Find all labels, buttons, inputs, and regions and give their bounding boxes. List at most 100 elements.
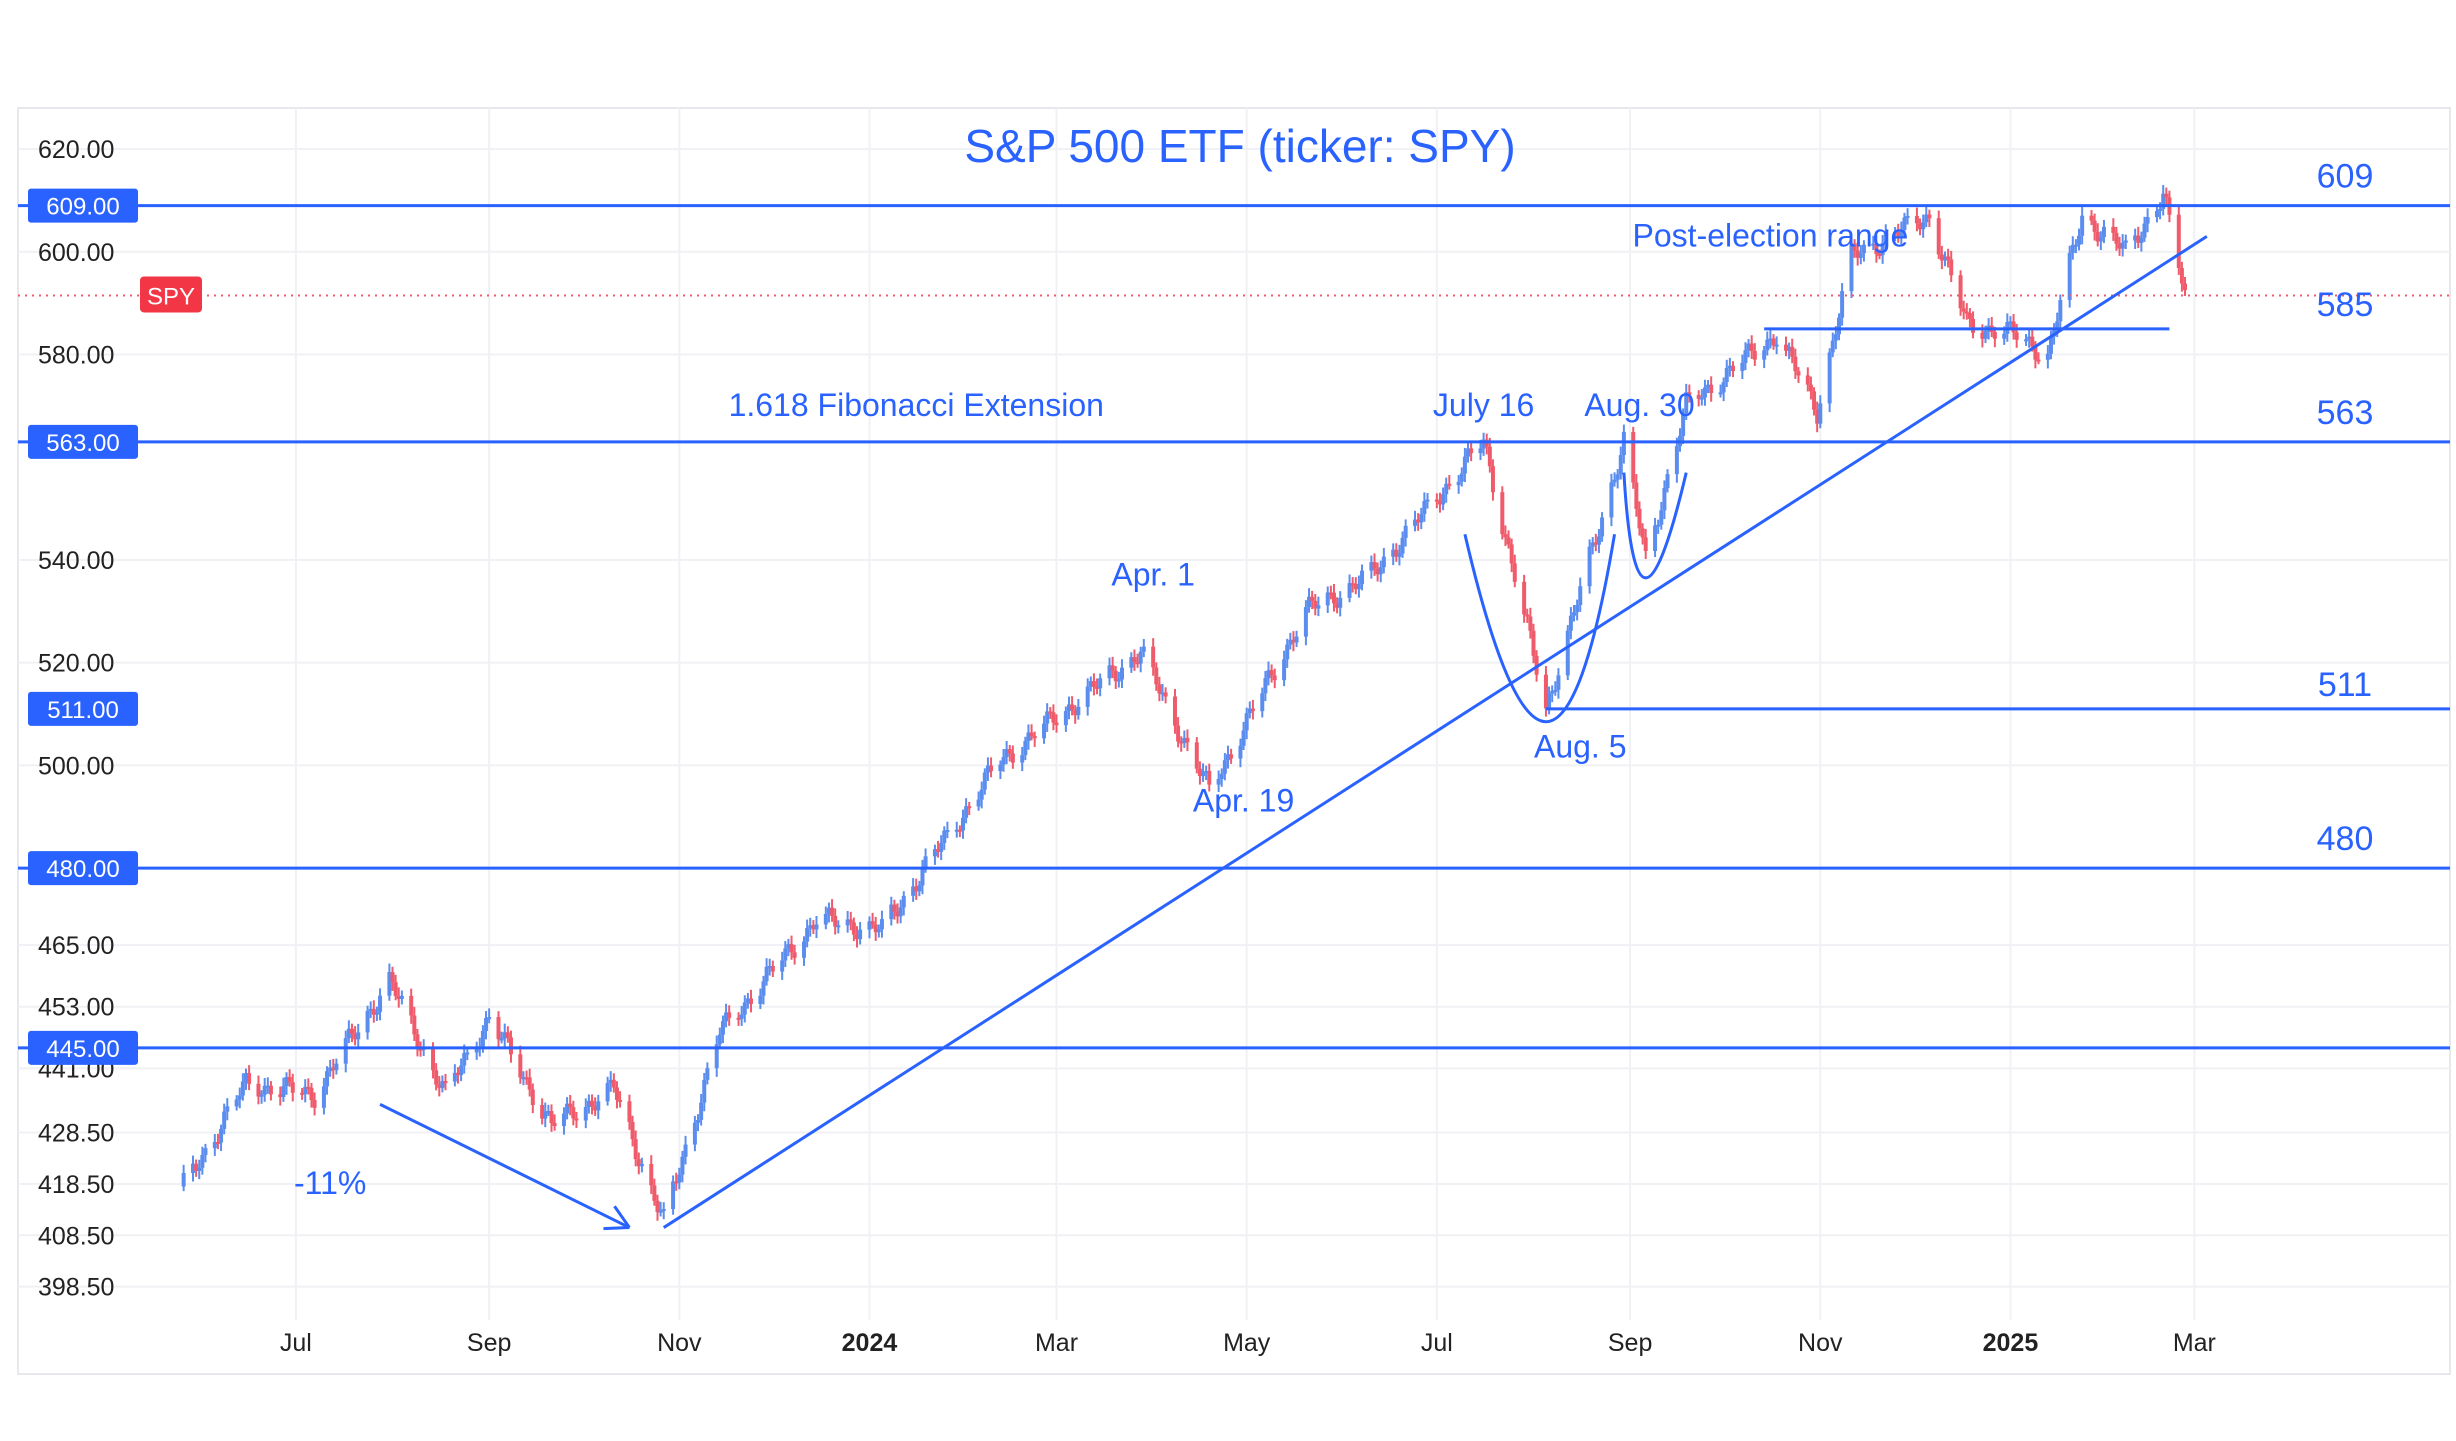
candle-body <box>1129 657 1134 668</box>
candle-body <box>1665 474 1670 489</box>
candle-body <box>1612 479 1617 483</box>
candle-body <box>1896 231 1901 237</box>
candle-body <box>440 1081 445 1088</box>
candle-body <box>1964 311 1969 314</box>
candle-body <box>312 1100 317 1108</box>
candle-body <box>540 1105 545 1119</box>
candle-body <box>1971 318 1976 333</box>
candle-body <box>724 1012 729 1022</box>
x-tick-label: Sep <box>1608 1329 1652 1357</box>
candle-body <box>895 911 900 917</box>
candle-body <box>303 1086 308 1095</box>
candle-body <box>727 1012 732 1018</box>
candle-body <box>225 1106 230 1112</box>
candle-body <box>1718 392 1723 395</box>
candle-body <box>2098 237 2103 242</box>
candle-body <box>1216 779 1221 785</box>
candle-body <box>655 1200 660 1213</box>
candle-body <box>1063 711 1068 726</box>
candle-body <box>459 1065 464 1076</box>
candle-body <box>1478 448 1483 454</box>
candle-body <box>1219 773 1224 780</box>
candle-body <box>858 929 863 940</box>
candle-body <box>325 1071 330 1087</box>
candle-body <box>2123 240 2128 243</box>
annotation-label: Apr. 19 <box>1193 783 1294 819</box>
candle-body <box>1225 754 1230 761</box>
candle-body <box>652 1185 657 1201</box>
candle-body <box>989 765 994 772</box>
candle-body <box>917 885 922 892</box>
candle-body <box>387 972 392 996</box>
candle-body <box>1378 567 1383 575</box>
candle-body <box>1176 725 1181 742</box>
candle-body <box>1441 494 1446 505</box>
candle-body <box>618 1099 623 1102</box>
candle-body <box>1709 384 1714 394</box>
candle-body <box>1422 501 1427 515</box>
candle-body <box>287 1076 292 1083</box>
candle-body <box>1967 313 1972 319</box>
candle-body <box>985 765 990 773</box>
candle-body <box>268 1085 273 1095</box>
candle-body <box>2030 336 2035 347</box>
x-tick-label: Jul <box>280 1329 312 1357</box>
candle-body <box>942 830 947 844</box>
candle-body <box>418 1048 423 1051</box>
candle-body <box>1095 686 1100 689</box>
candle-body <box>278 1094 283 1098</box>
candle-body <box>2179 267 2184 284</box>
candle-body <box>527 1077 532 1090</box>
candle-body <box>237 1095 242 1100</box>
candle-body <box>1702 387 1707 398</box>
candlestick-series <box>181 185 2188 1221</box>
trendline-uptrend <box>662 235 2208 1229</box>
candle-body <box>714 1044 719 1069</box>
candle-body <box>767 966 772 969</box>
y-tick-label: 540.00 <box>38 547 114 575</box>
x-tick-label: 2025 <box>1983 1329 2039 1357</box>
candle-body <box>1861 244 1866 254</box>
candle-body <box>1556 675 1561 690</box>
candle-body <box>2158 208 2163 211</box>
candle-body <box>259 1094 264 1097</box>
candle-body <box>702 1079 707 1103</box>
candle-body <box>1241 730 1246 746</box>
candle-body <box>1752 351 1757 360</box>
candle-body <box>1020 755 1025 763</box>
candle-body <box>2080 215 2085 236</box>
candle-body <box>2077 235 2082 245</box>
candle-body <box>1316 605 1321 609</box>
candle-body <box>1958 275 1963 309</box>
candle-body <box>649 1163 654 1186</box>
x-tick-label: 2024 <box>842 1329 898 1357</box>
candle-body <box>574 1118 579 1121</box>
x-tick-label: Jul <box>1421 1329 1453 1357</box>
candle-body <box>1883 232 1888 243</box>
candle-body <box>1942 256 1947 261</box>
candle-body <box>920 868 925 886</box>
candle-body <box>764 966 769 982</box>
candle-body <box>1871 243 1876 246</box>
candle-body <box>1073 709 1078 716</box>
candle-body <box>1119 667 1124 680</box>
level-label-511: 511 <box>2318 666 2372 704</box>
candle-body <box>1771 338 1776 346</box>
candle-body <box>1939 254 1944 261</box>
candle-body <box>415 1034 420 1049</box>
candle-body <box>437 1084 442 1088</box>
candle-body <box>1160 692 1165 695</box>
candle-body <box>608 1079 613 1084</box>
candle-body <box>1091 681 1096 687</box>
candle-body <box>1023 741 1028 756</box>
level-563-tag-label: 563.00 <box>46 430 119 457</box>
candle-body <box>181 1172 186 1187</box>
candle-body <box>1721 382 1726 393</box>
candle-body <box>1874 243 1879 255</box>
candle-body <box>749 998 754 1004</box>
candle-body <box>1291 639 1296 643</box>
candle-body <box>1325 592 1330 606</box>
candle-body <box>1918 223 1923 230</box>
candle-body <box>1609 482 1614 518</box>
